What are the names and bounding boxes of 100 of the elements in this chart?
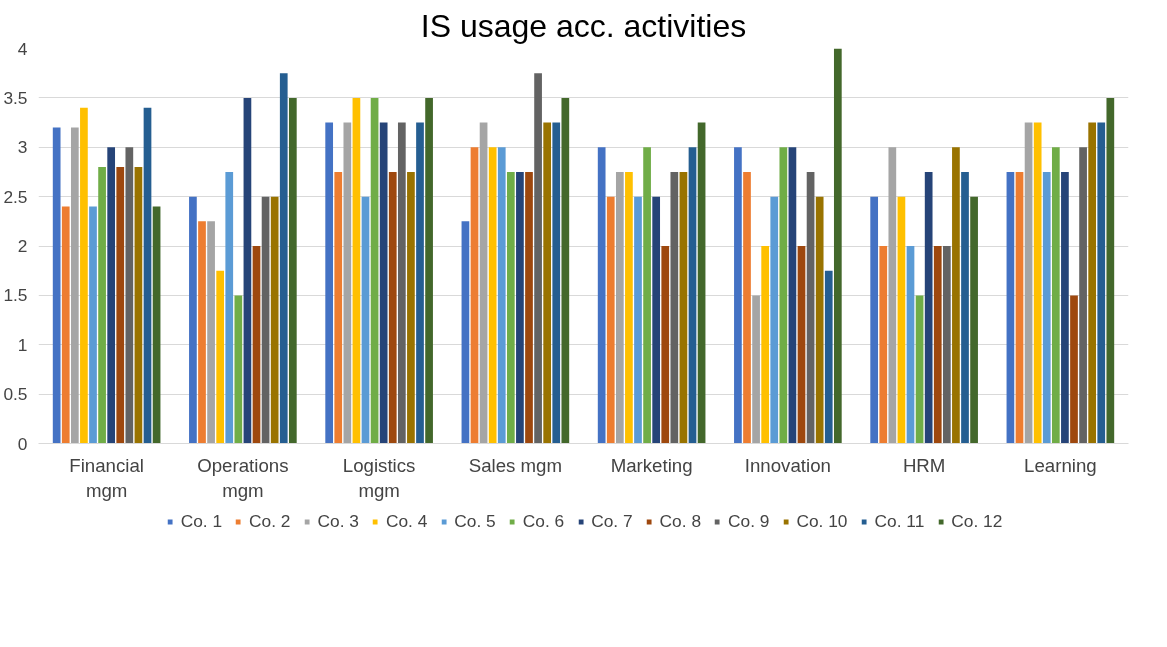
- bar: [89, 206, 97, 444]
- bar: [915, 295, 924, 444]
- bar: [1079, 147, 1087, 444]
- bar: [552, 122, 561, 444]
- bar: [70, 127, 79, 444]
- bar: [625, 171, 633, 444]
- bar: [1015, 171, 1024, 444]
- x-tick-label: Marketing: [610, 454, 693, 476]
- bar: [497, 147, 506, 444]
- bar: [679, 171, 688, 444]
- bar: [670, 171, 679, 444]
- bar: [1070, 295, 1078, 444]
- x-tick-label: HRM: [902, 454, 946, 476]
- bar: [652, 196, 661, 444]
- bar: [80, 107, 88, 444]
- bar: [134, 167, 143, 444]
- bar: [597, 147, 606, 444]
- bar: [1042, 171, 1051, 444]
- legend-label: Co. 2: [249, 510, 291, 532]
- bar: [243, 97, 252, 444]
- bar: [942, 246, 951, 444]
- bar: [516, 171, 524, 444]
- bar: [1024, 122, 1033, 444]
- y-tick-label: 2.5: [3, 186, 28, 207]
- bar: [143, 107, 152, 444]
- bar: [697, 122, 706, 444]
- bar: [897, 196, 906, 444]
- bar: [824, 270, 833, 444]
- bar: [506, 171, 515, 444]
- bar: [125, 147, 134, 444]
- bar: [924, 171, 933, 444]
- bar: [225, 171, 234, 444]
- bar: [1106, 97, 1115, 444]
- bar: [952, 147, 960, 444]
- bar: [961, 171, 969, 444]
- bar: [334, 171, 343, 444]
- bar: [906, 246, 915, 444]
- x-tick-label: Sales mgm: [468, 454, 563, 476]
- y-tick-label: 3: [17, 137, 28, 158]
- bar: [52, 127, 61, 444]
- bar: [116, 167, 125, 444]
- y-tick-label: 0.5: [3, 384, 28, 405]
- bar: [933, 246, 942, 444]
- bar: [470, 147, 479, 444]
- bar: [234, 295, 243, 444]
- bar: [1061, 171, 1069, 444]
- bar: [743, 171, 751, 444]
- y-tick-label: 0: [17, 433, 28, 454]
- x-tick-label: Innovation: [744, 454, 831, 476]
- y-tick-label: 4: [17, 38, 28, 59]
- legend-label: Co. 4: [385, 510, 428, 532]
- legend-label: Co. 12: [951, 510, 1003, 532]
- legend-label: Co. 6: [522, 510, 565, 532]
- legend-label: Co. 11: [874, 510, 925, 532]
- bar: [1097, 122, 1106, 444]
- bar: [788, 147, 797, 444]
- bar: [61, 206, 70, 444]
- x-tick-label: Learning: [1024, 454, 1097, 476]
- bar: [370, 97, 379, 444]
- bar: [561, 97, 570, 444]
- bar: [779, 147, 788, 444]
- bar: [98, 167, 106, 444]
- bar: [152, 206, 161, 444]
- bar: [770, 196, 779, 444]
- bar: [270, 196, 279, 444]
- bar: [361, 196, 370, 444]
- bar: [352, 97, 361, 444]
- bar: [198, 221, 206, 444]
- bar: [797, 246, 806, 444]
- y-tick-label: 1.5: [3, 285, 28, 306]
- bar: [534, 73, 542, 444]
- bar: [288, 97, 297, 444]
- bar: [189, 196, 197, 444]
- bar: [525, 171, 533, 444]
- bar: [1033, 122, 1042, 444]
- bar: [543, 122, 552, 444]
- bar: [252, 246, 261, 444]
- bar: [833, 48, 842, 444]
- bar: [107, 147, 116, 444]
- y-tick-label: 3.5: [3, 87, 28, 108]
- x-tick-label: Financial mgm: [69, 454, 144, 501]
- bar: [261, 196, 270, 444]
- bar: [661, 246, 670, 444]
- bar: [207, 221, 215, 444]
- bar: [870, 196, 879, 444]
- bar: [634, 196, 642, 444]
- bar: [688, 147, 697, 444]
- bar: [479, 122, 488, 444]
- bar: [815, 196, 824, 444]
- x-tick-label: Logistics mgm: [342, 454, 416, 501]
- bar: [734, 147, 742, 444]
- bar: [1088, 122, 1097, 444]
- bar: [279, 73, 288, 444]
- bar: [888, 147, 897, 444]
- bar: [407, 171, 415, 444]
- bar: [388, 171, 397, 444]
- bar: [970, 196, 978, 444]
- bar: [1051, 147, 1060, 444]
- bar: [615, 171, 624, 444]
- bar: [325, 122, 334, 444]
